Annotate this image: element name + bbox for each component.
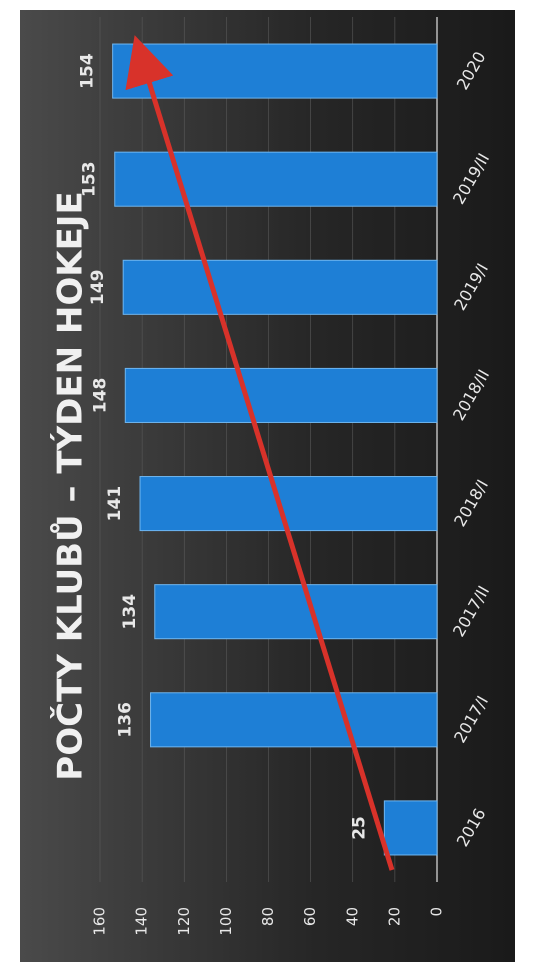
data-label: 153 bbox=[80, 161, 100, 197]
bar bbox=[383, 800, 438, 856]
y-tick-label: 80 bbox=[259, 907, 277, 926]
bar bbox=[122, 259, 438, 315]
data-label: 141 bbox=[105, 486, 125, 522]
bar bbox=[114, 151, 438, 207]
chart: POČTY KLUBŮ – TÝDEN HOKEJE 0 20 40 60 80 100 1… bbox=[20, 10, 515, 962]
y-tick-label: 20 bbox=[385, 907, 403, 926]
bar bbox=[154, 584, 438, 640]
y-tick-label: 160 bbox=[91, 907, 109, 936]
data-label: 149 bbox=[88, 270, 108, 306]
y-tick-label: 60 bbox=[301, 907, 319, 926]
bar bbox=[150, 692, 438, 748]
y-tick-label: 0 bbox=[428, 907, 446, 917]
data-label: 154 bbox=[78, 53, 98, 89]
bar bbox=[112, 43, 438, 99]
y-tick-label: 100 bbox=[217, 907, 235, 936]
y-tick-label: 120 bbox=[175, 907, 193, 936]
data-label: 134 bbox=[120, 594, 140, 630]
data-label: 148 bbox=[90, 378, 110, 414]
trend-arrow bbox=[125, 35, 395, 871]
data-label: 25 bbox=[349, 816, 369, 840]
bar bbox=[124, 367, 438, 423]
y-tick-label: 40 bbox=[343, 907, 361, 926]
chart-title: POČTY KLUBŮ – TÝDEN HOKEJE bbox=[50, 191, 91, 780]
data-label: 136 bbox=[116, 702, 136, 738]
y-tick-label: 140 bbox=[133, 907, 151, 936]
bar bbox=[139, 476, 438, 532]
